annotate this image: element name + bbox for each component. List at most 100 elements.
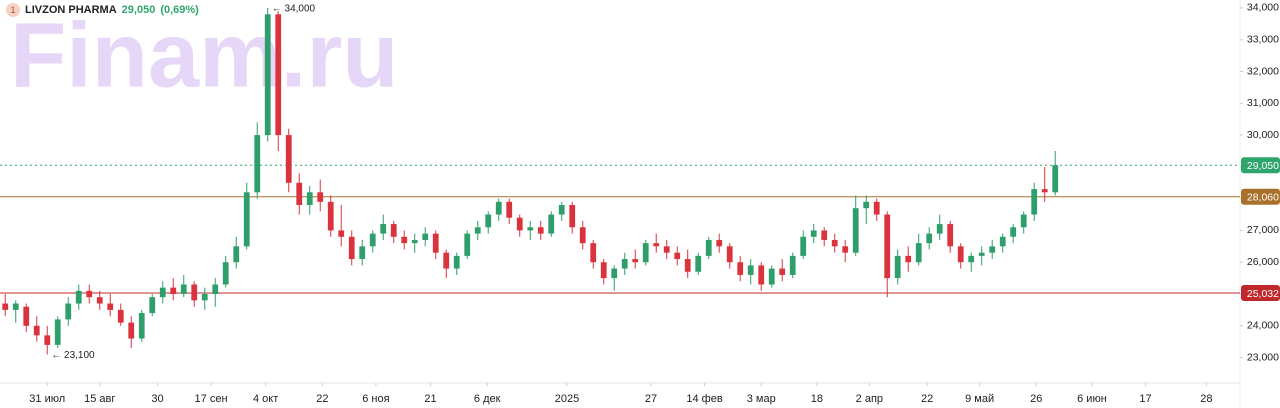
x-tick-label: 14 фев (686, 393, 722, 405)
level-badge (1241, 188, 1280, 205)
candle-body (852, 208, 859, 253)
candle-body (915, 243, 922, 263)
candle-body (663, 246, 670, 253)
candle-body (12, 303, 19, 310)
candle-body (926, 233, 933, 244)
candle-body (1052, 165, 1059, 193)
candle-body (1031, 189, 1038, 215)
candle-body (779, 268, 786, 275)
candle-body (65, 303, 72, 320)
level-badge (1241, 157, 1280, 174)
candle-body (2, 303, 9, 310)
candle-body (348, 236, 355, 260)
candle-body (600, 262, 607, 279)
y-tick-label: 26,000 (1247, 256, 1279, 268)
candle-body (968, 255, 975, 263)
candle-body (317, 192, 324, 202)
candle-body (138, 313, 145, 339)
x-tick-label: 28 (1200, 393, 1212, 405)
candle-body (1041, 189, 1048, 193)
candle-body (863, 201, 870, 209)
candle-body (894, 255, 901, 279)
candle-body (359, 246, 366, 260)
candle-body (810, 230, 817, 237)
candle-body (611, 268, 618, 279)
last-price: 29,050 (121, 4, 156, 16)
y-tick-label: 27,000 (1247, 224, 1279, 236)
candle-body (338, 230, 345, 237)
y-tick-label: 23,000 (1247, 351, 1279, 363)
candle-body (117, 309, 124, 323)
y-tick-label: 24,000 (1247, 320, 1279, 332)
candle-body (747, 265, 754, 275)
candle-body (75, 290, 82, 304)
change: (0,69%) (160, 4, 199, 16)
candle-body (999, 236, 1006, 247)
candle-body (96, 297, 103, 304)
candle-body (632, 259, 639, 263)
y-tick-label: 34,000 (1247, 2, 1279, 14)
candle-body (128, 322, 135, 339)
candle-body (369, 233, 376, 247)
candle-body (653, 243, 660, 247)
candle-body (474, 227, 481, 234)
candle-body (674, 252, 681, 260)
level-label: 28,060 (1247, 192, 1279, 204)
x-tick-label: 6 ноя (362, 393, 389, 405)
y-tick-label: 32,000 (1247, 65, 1279, 77)
candle-body (705, 239, 712, 256)
level-label: 25,032 (1247, 288, 1279, 300)
candle-body (222, 262, 229, 285)
candle-body (159, 287, 166, 298)
candle-body (758, 265, 765, 285)
x-tick-label: 31 июл (29, 393, 65, 405)
candle-body (443, 252, 450, 269)
candle-body (380, 224, 387, 234)
candle-body (264, 14, 271, 136)
x-tick-label: 4 окт (253, 393, 278, 405)
candle-body (390, 224, 397, 237)
candle-body (180, 284, 187, 295)
candle-body (884, 214, 891, 279)
x-tick-label: 22 (316, 393, 328, 405)
candle-body (485, 214, 492, 228)
candle-body (726, 246, 733, 263)
candle-body (1010, 227, 1017, 237)
y-tick-label: 31,000 (1247, 97, 1279, 109)
candle-body (306, 192, 313, 206)
candle-body (170, 287, 177, 295)
x-tick-label: 6 июн (1077, 393, 1107, 405)
x-tick-label: 3 мар (747, 393, 776, 405)
candle-body (789, 255, 796, 275)
x-tick-label: 18 (811, 393, 823, 405)
x-tick-label: 17 (1139, 393, 1151, 405)
candle-body (558, 205, 565, 215)
candle-body (296, 182, 303, 206)
candle-body (411, 239, 418, 244)
candle-body (453, 255, 460, 269)
x-tick-label: 27 (645, 393, 657, 405)
candle-body (254, 135, 261, 193)
candle-body (737, 262, 744, 275)
candle-body (464, 233, 471, 256)
candle-body (800, 236, 807, 256)
candle-body (947, 224, 954, 247)
candle-body (432, 233, 439, 253)
candle-body (212, 284, 219, 295)
ticker: LIVZON PHARMA (25, 4, 117, 16)
x-tick-label: 15 авг (84, 393, 115, 405)
candle-body (275, 14, 282, 136)
candle-body (695, 255, 702, 272)
candle-body (23, 306, 30, 326)
candle-body (1020, 214, 1027, 228)
candle-body (506, 201, 513, 218)
candle-body (537, 227, 544, 234)
x-tick-label: 9 май (965, 393, 994, 405)
x-tick-label: 26 (1030, 393, 1042, 405)
y-tick-label: 33,000 (1247, 34, 1279, 46)
candle-body (201, 294, 208, 301)
candle-body (768, 268, 775, 285)
candle-body (327, 201, 334, 231)
